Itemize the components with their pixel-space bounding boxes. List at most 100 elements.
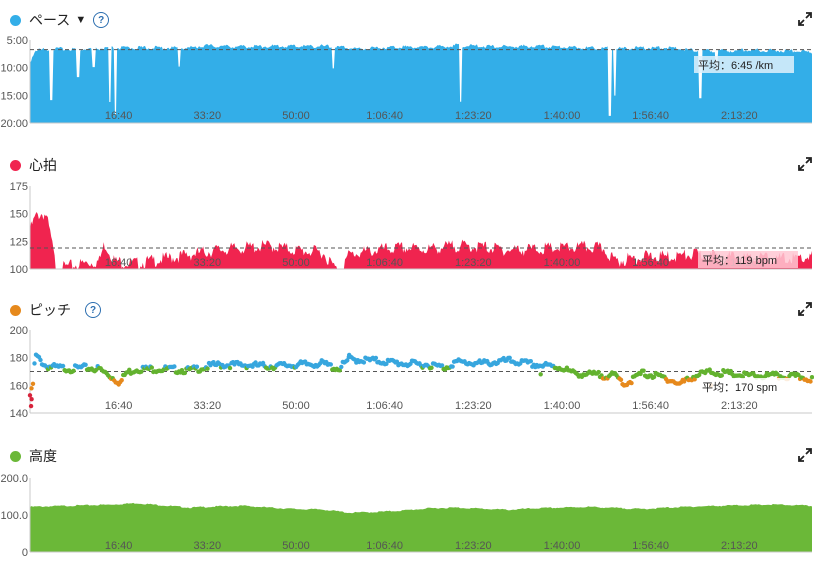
elevation-color-dot — [10, 450, 21, 462]
elevation-y-tick-label: 100.0 — [0, 510, 28, 522]
caret-down-icon[interactable]: ▼ — [75, 14, 87, 26]
cadence-color-dot — [10, 304, 21, 316]
cadence-point — [83, 362, 88, 367]
cadence-point — [29, 396, 34, 402]
elevation-x-tick-label: 2:13:20 — [721, 540, 758, 552]
heart-avg-label-bg — [698, 251, 798, 268]
cadence-point — [618, 377, 624, 382]
pace-x-tick-label: 1:23:20 — [455, 110, 492, 122]
cadence-point — [644, 374, 650, 380]
cadence-point — [28, 403, 34, 409]
cadence-point — [345, 358, 350, 363]
pace-title: ペース — [29, 13, 71, 29]
cadence-point — [119, 378, 124, 383]
heart-x-tick-label: 16:40 — [105, 257, 133, 269]
heart-header: 心拍 — [10, 155, 57, 175]
cadence-point — [507, 355, 512, 360]
cadence-point — [629, 380, 634, 386]
heart-panel: 心拍 175 150 125 100 16:40 33:20 50:00 1:06:40 1:2… — [0, 155, 814, 276]
cadence-point — [194, 364, 200, 369]
cadence-header: ピッチ ? — [10, 300, 101, 320]
cadence-y-tick-label: 160 — [10, 380, 28, 392]
heart-color-dot — [10, 159, 21, 171]
cadence-x-tick-label: 1:23:20 — [455, 400, 492, 412]
cadence-chart: 200 180 160 140 16:40 33:20 50:00 1:06:40 1:23:2… — [10, 325, 814, 420]
pace-x-tick-label: 1:06:40 — [366, 110, 403, 122]
expand-arrows-icon[interactable] — [798, 302, 812, 316]
elevation-header: 高度 — [10, 446, 57, 466]
pace-color-dot — [10, 14, 21, 26]
cadence-point — [32, 361, 37, 366]
cadence-y-tick-label: 180 — [10, 353, 28, 365]
cadence-point — [641, 368, 646, 373]
heart-x-tick-label: 1:06:40 — [366, 257, 403, 269]
expand-arrows-icon[interactable] — [798, 448, 812, 462]
cadence-point — [227, 365, 233, 371]
cadence-point — [651, 374, 657, 380]
cadence-x-tick-label: 50:00 — [282, 400, 310, 412]
cadence-point — [808, 379, 813, 384]
cadence-point — [796, 372, 801, 378]
cadence-point — [394, 359, 400, 364]
cadence-point — [172, 364, 177, 369]
cadence-point — [149, 365, 154, 370]
cadence-x-tick-label: 2:13:20 — [721, 400, 758, 412]
cadence-point — [38, 357, 43, 363]
elevation-chart: 200.0 100.0 0 16:40 33:20 50:00 1:06:40 1:23:20… — [0, 473, 812, 559]
pace-x-tick-label: 2:13:20 — [721, 110, 758, 122]
elevation-y-tick-label: 200.0 — [0, 473, 28, 485]
cadence-point — [182, 370, 188, 376]
elevation-title: 高度 — [29, 449, 57, 465]
cadence-point — [596, 369, 601, 375]
cadence-x-tick-label: 1:56:40 — [632, 400, 669, 412]
heart-y-tick-label: 150 — [10, 209, 28, 221]
cadence-avg-label: 平均：170 spm — [702, 381, 777, 394]
cadence-y-tick-label: 200 — [10, 325, 28, 337]
question-circle-icon[interactable]: ? — [93, 12, 110, 28]
elevation-x-tick-label: 50:00 — [282, 540, 310, 552]
pace-panel: ペース ▼ ? 5:00 10:00 15:00 20:00 16:40 33:20 50:… — [0, 10, 814, 130]
pace-avg-label-bg — [694, 56, 794, 73]
pace-y-tick-label: 15:00 — [0, 90, 28, 102]
elevation-panel: 高度 200.0 100.0 0 16:40 33:20 50:00 1:06:40 1:23… — [0, 446, 814, 560]
cadence-point — [27, 393, 33, 398]
heart-y-tick-label: 175 — [10, 181, 28, 193]
cadence-point — [429, 365, 434, 370]
pace-avg-label: 平均：6:45 /km — [698, 59, 773, 72]
cadence-title: ピッチ — [29, 303, 71, 319]
cadence-point — [139, 369, 144, 374]
heart-x-tick-label: 1:56:40 — [632, 257, 669, 269]
cadence-panel: ピッチ ? 200 180 160 140 16:40 33:20 50:00 1:06:40… — [0, 300, 814, 420]
pace-y-tick-label: 20:00 — [0, 118, 28, 130]
question-circle-icon[interactable]: ? — [85, 302, 101, 318]
heart-y-tick-label: 100 — [10, 264, 28, 276]
elevation-series-area — [30, 502, 812, 552]
cadence-avg-label-bg — [698, 378, 798, 395]
cadence-point — [60, 363, 66, 369]
cadence-point — [450, 364, 455, 369]
cadence-point — [337, 368, 342, 373]
elevation-x-tick-label: 1:06:40 — [366, 540, 403, 552]
pace-chart: 5:00 10:00 15:00 20:00 16:40 33:20 50:00 1:06:4… — [0, 35, 812, 130]
cadence-point — [346, 352, 352, 358]
elevation-y-tick-label: 0 — [22, 547, 28, 559]
cadence-point — [439, 363, 445, 368]
heart-x-tick-label: 1:40:00 — [544, 257, 581, 269]
cadence-point — [373, 355, 379, 361]
pace-x-tick-label: 16:40 — [105, 110, 133, 122]
cadence-point — [719, 373, 724, 378]
cadence-point — [127, 367, 132, 372]
cadence-x-tick-label: 1:06:40 — [366, 400, 403, 412]
cadence-y-tick-label: 140 — [10, 408, 28, 420]
pace-series-area — [30, 43, 812, 123]
cadence-point — [29, 386, 34, 391]
cadence-point — [384, 361, 389, 366]
cadence-point — [339, 364, 344, 370]
expand-arrows-icon[interactable] — [798, 12, 812, 26]
pace-x-tick-label: 33:20 — [194, 110, 222, 122]
pace-x-tick-label: 50:00 — [282, 110, 310, 122]
cadence-x-tick-label: 33:20 — [194, 400, 222, 412]
expand-arrows-icon[interactable] — [798, 157, 812, 171]
heart-x-tick-label: 50:00 — [282, 257, 310, 269]
cadence-point — [30, 381, 36, 386]
